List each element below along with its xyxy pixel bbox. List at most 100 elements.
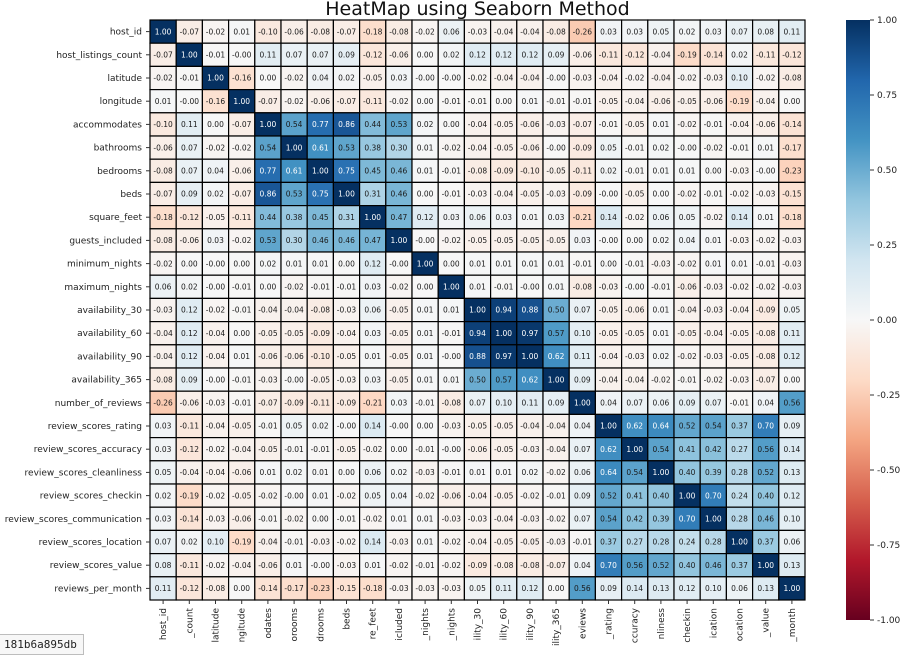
heatmap-cell: 0.01 (411, 297, 439, 323)
cell-value-label: -0.02 (442, 561, 462, 570)
heatmap-cell: 0.04 (385, 483, 413, 508)
heatmap-cell: -0.05 (385, 344, 413, 369)
cell-value-label: -0.09 (284, 399, 304, 408)
cell-value-label: -0.05 (232, 491, 252, 500)
heatmap-cell: -0.01 (620, 251, 649, 276)
cell-value-label: -0.02 (625, 213, 645, 222)
cell-value-label: 0.00 (181, 259, 198, 268)
cell-value-label: -0.05 (311, 375, 331, 384)
heatmap-cell: -0.05 (490, 529, 518, 555)
heatmap-cell: 0.01 (359, 344, 387, 369)
heatmap-cell: 0.00 (254, 65, 282, 91)
cell-value-label: 0.00 (417, 283, 434, 292)
heatmap-cell: -0.05 (385, 297, 413, 323)
heatmap-cell: -0.01 (568, 251, 597, 276)
x-tick-label: ility_60 (500, 608, 510, 641)
cell-value-label: -0.01 (337, 515, 357, 524)
cell-value-label: -0.02 (730, 283, 750, 292)
cell-value-label: -0.03 (415, 584, 435, 593)
heatmap-cell: 0.10 (725, 65, 754, 91)
heatmap-cell: -0.05 (254, 321, 282, 346)
cell-value-label: 0.04 (391, 491, 408, 500)
x-tick-label: nliness (657, 608, 667, 640)
heatmap-cell: 0.04 (568, 413, 597, 439)
heatmap-cell: -0.06 (228, 460, 256, 485)
heatmap-cell: 0.07 (699, 390, 728, 416)
heatmap-cell: -0.04 (620, 88, 649, 114)
heatmap-cell: -0.04 (149, 344, 177, 369)
cell-value-label: 1.00 (181, 51, 198, 60)
heatmap-cell: 0.31 (332, 205, 361, 230)
cell-value-label: 0.06 (784, 538, 801, 547)
heatmap-cell: 0.09 (175, 181, 203, 207)
heatmap-cell: -0.10 (306, 344, 335, 369)
heatmap-cell: -0.02 (699, 135, 728, 160)
heatmap-cell: 0.00 (411, 42, 439, 68)
cell-value-label: 0.01 (731, 259, 748, 268)
cell-value-label: 0.00 (548, 584, 565, 593)
cell-value-label: 0.02 (417, 120, 434, 129)
heatmap-cell: 0.05 (149, 460, 177, 485)
cell-value-label: -0.08 (546, 27, 566, 36)
heatmap-cell: -0.02 (516, 483, 544, 508)
heatmap-cell: 0.12 (516, 576, 544, 601)
cell-value-label: 0.01 (469, 283, 486, 292)
cell-value-label: 0.01 (522, 97, 539, 106)
cell-value-label: 0.01 (469, 259, 486, 268)
heatmap-cell: -0.06 (463, 437, 492, 462)
cell-value-label: -0.06 (311, 97, 331, 106)
heatmap-cell: -0.06 (175, 228, 203, 253)
heatmap-cell: -0.04 (201, 413, 230, 439)
cell-value-label: 0.08 (155, 561, 172, 570)
heatmap-cell: -0.07 (542, 552, 570, 578)
heatmap-cell: -0.04 (228, 552, 256, 578)
cell-value-label: 1.00 (364, 213, 381, 222)
cell-value-label: 0.01 (417, 167, 434, 176)
heatmap-cell: -0.05 (490, 483, 518, 508)
cell-value-label: -0.02 (232, 236, 252, 245)
heatmap-cell: 0.37 (751, 529, 780, 555)
cell-value-label: -0.05 (730, 352, 750, 361)
cell-value-label: 0.05 (784, 306, 801, 315)
colorbar-tick-label: -0.50 (877, 466, 901, 476)
heatmap-cell: 0.54 (280, 112, 308, 137)
cell-value-label: -0.06 (232, 515, 252, 524)
cell-value-label: 0.01 (391, 515, 408, 524)
cell-value-label: -0.05 (389, 352, 409, 361)
cell-value-label: 0.01 (417, 515, 434, 524)
heatmap-cell: 1.00 (411, 251, 439, 276)
heatmap-cell: -0.04 (463, 112, 492, 137)
cell-value-label: 0.42 (626, 515, 643, 524)
heatmap-cell: -0.01 (411, 437, 439, 462)
heatmap-cell: 0.30 (385, 135, 413, 160)
cell-value-label: 0.94 (469, 329, 486, 338)
heatmap-cell: -0.01 (568, 88, 597, 114)
heatmap-cell: 0.09 (542, 390, 570, 416)
heatmap-cell: -0.01 (254, 413, 282, 439)
cell-value-label: -0.03 (153, 306, 173, 315)
heatmap-cell: 0.45 (306, 205, 335, 230)
cell-value-label: -0.10 (258, 27, 278, 36)
heatmap-cell: 0.01 (699, 228, 728, 253)
cell-value-label: 0.39 (653, 515, 670, 524)
cell-value-label: -0.02 (677, 352, 697, 361)
cell-value-label: -0.05 (389, 329, 409, 338)
cell-value-label: 0.12 (181, 306, 198, 315)
heatmap-cell: 0.05 (359, 483, 387, 508)
heatmap-cell: -0.05 (673, 88, 701, 114)
heatmap-cell: 0.09 (542, 42, 570, 68)
cell-value-label: 0.07 (705, 399, 722, 408)
cell-value-label: 0.02 (653, 236, 670, 245)
cell-value-label: 0.01 (757, 143, 774, 152)
tab-label[interactable]: 181b6a895db (0, 634, 84, 655)
heatmap-cell: -0.03 (647, 251, 675, 276)
cell-value-label: 0.64 (653, 422, 670, 431)
cell-value-label: -0.03 (206, 399, 226, 408)
cell-value-label: 0.00 (653, 190, 670, 199)
cell-value-label: -0.07 (258, 97, 278, 106)
heatmap-cell: 0.88 (516, 297, 544, 323)
heatmap-cell: 0.50 (542, 297, 570, 323)
cell-value-label: -0.02 (677, 190, 697, 199)
cell-value-label: 0.00 (495, 97, 512, 106)
heatmap-cell: -0.00 (673, 135, 701, 160)
